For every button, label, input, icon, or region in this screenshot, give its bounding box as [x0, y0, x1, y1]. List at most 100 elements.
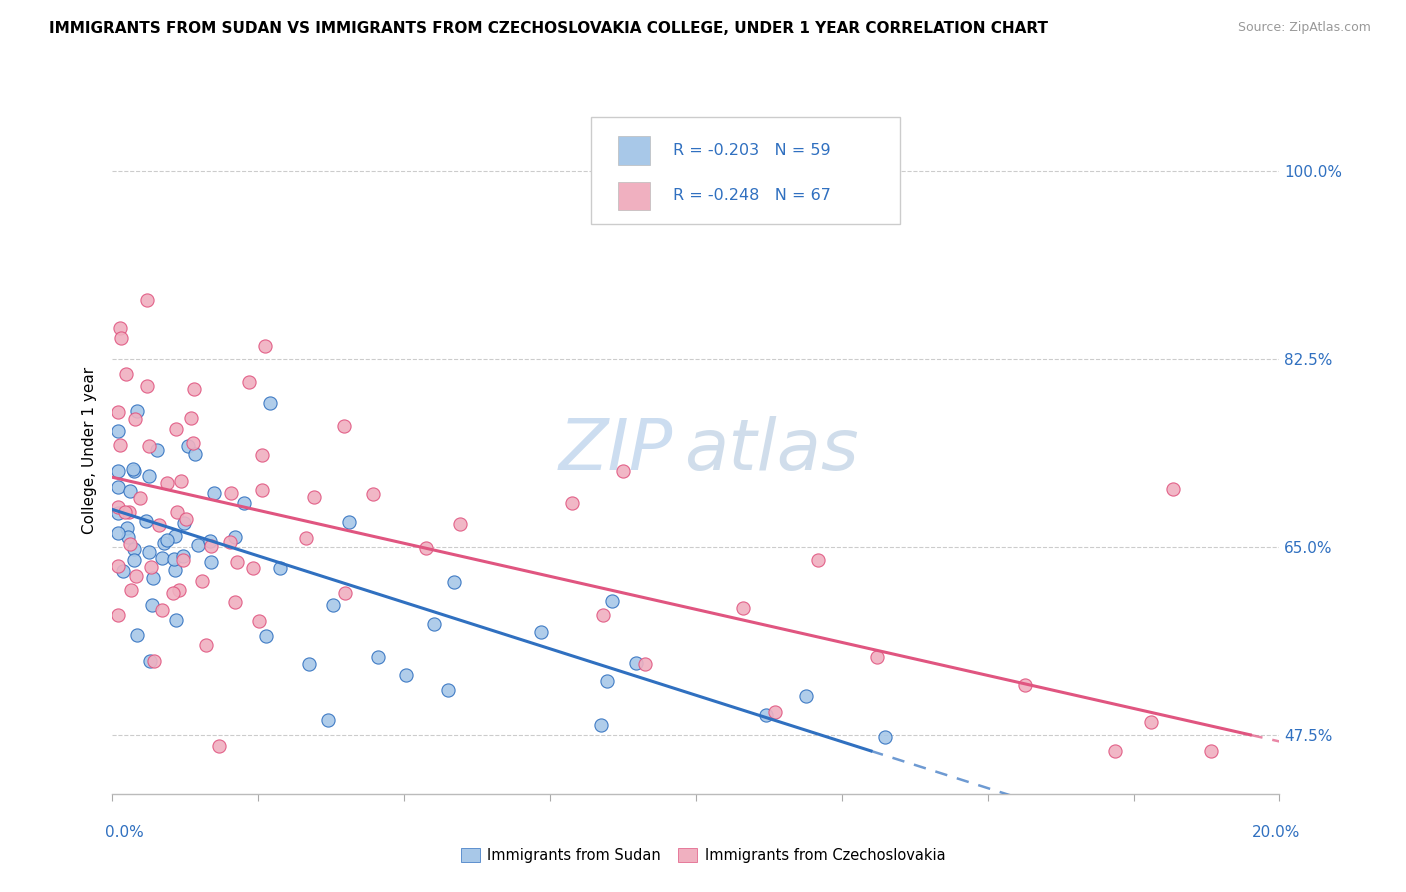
Point — [449, 516, 471, 531]
Point — [183, 382, 205, 396]
Point — [110, 321, 132, 335]
Point — [302, 490, 325, 504]
Point — [174, 511, 197, 525]
Point — [1140, 715, 1163, 730]
Point — [191, 574, 214, 589]
Point — [176, 439, 198, 453]
Point — [415, 541, 437, 556]
Point — [173, 549, 195, 563]
Legend: Immigrants from Sudan, Immigrants from Czechoslovakia: Immigrants from Sudan, Immigrants from C… — [456, 842, 950, 869]
Point — [333, 419, 356, 434]
Point — [184, 447, 207, 461]
Point — [247, 614, 270, 628]
Point — [339, 515, 361, 529]
Point — [146, 443, 169, 458]
Point — [218, 535, 240, 549]
Point — [114, 505, 136, 519]
Point — [111, 564, 134, 578]
Point — [155, 533, 177, 548]
Point — [225, 555, 247, 569]
Point — [107, 405, 129, 419]
Text: Source: ZipAtlas.com: Source: ZipAtlas.com — [1237, 21, 1371, 34]
Point — [1104, 744, 1126, 758]
Point — [180, 411, 202, 425]
FancyBboxPatch shape — [591, 118, 900, 224]
Point — [624, 656, 647, 670]
Text: 20.0%: 20.0% — [1253, 825, 1301, 840]
Point — [135, 379, 157, 393]
Point — [150, 603, 173, 617]
Point — [150, 550, 173, 565]
Point — [107, 608, 129, 623]
Point — [167, 583, 190, 598]
Point — [138, 545, 160, 559]
Point — [108, 438, 131, 452]
Point — [115, 368, 138, 382]
Point — [139, 654, 162, 668]
Text: atlas: atlas — [685, 416, 859, 485]
Point — [1161, 483, 1184, 497]
Point — [153, 536, 176, 550]
Point — [233, 496, 256, 510]
Point — [127, 628, 149, 642]
Point — [322, 599, 344, 613]
Point — [731, 601, 754, 615]
Point — [259, 396, 281, 410]
Point — [117, 530, 139, 544]
Point — [202, 485, 225, 500]
Point — [561, 496, 583, 510]
Text: IMMIGRANTS FROM SUDAN VS IMMIGRANTS FROM CZECHOSLOVAKIA COLLEGE, UNDER 1 YEAR CO: IMMIGRANTS FROM SUDAN VS IMMIGRANTS FROM… — [49, 21, 1049, 36]
Point — [361, 487, 384, 501]
Point — [107, 425, 129, 439]
Point — [367, 649, 389, 664]
Point — [107, 480, 129, 494]
Point — [187, 538, 209, 552]
Point — [125, 404, 148, 418]
Point — [118, 505, 141, 519]
Point — [316, 713, 339, 727]
Point — [238, 375, 260, 389]
Point — [165, 563, 187, 577]
Point — [110, 330, 132, 344]
Text: ZIP: ZIP — [558, 416, 672, 485]
Point — [269, 561, 291, 575]
Point — [755, 708, 778, 723]
Point — [122, 462, 145, 476]
Point — [600, 593, 623, 607]
Point — [139, 560, 162, 574]
Point — [107, 464, 129, 478]
Point — [122, 464, 145, 478]
Point — [118, 483, 141, 498]
Point — [200, 533, 222, 548]
Point — [423, 617, 446, 632]
Point — [250, 449, 273, 463]
Point — [298, 657, 321, 672]
Point — [122, 553, 145, 567]
Point — [118, 537, 141, 551]
Text: R = -0.248   N = 67: R = -0.248 N = 67 — [672, 188, 831, 203]
Point — [634, 657, 657, 671]
Point — [181, 436, 204, 450]
Point — [200, 539, 222, 553]
Point — [221, 486, 243, 500]
Point — [873, 730, 896, 744]
Point — [141, 598, 163, 612]
Point — [107, 525, 129, 540]
Point — [136, 293, 159, 308]
Point — [166, 505, 188, 519]
Point — [162, 586, 184, 600]
Point — [165, 422, 187, 436]
Point — [169, 474, 191, 488]
Point — [295, 531, 318, 545]
Point — [866, 650, 889, 665]
Point — [120, 583, 142, 598]
Point — [142, 571, 165, 585]
Point — [254, 339, 277, 353]
Point — [1199, 744, 1222, 758]
Point — [224, 530, 246, 544]
Text: R = -0.203   N = 59: R = -0.203 N = 59 — [672, 143, 831, 158]
Point — [242, 561, 264, 575]
Point — [135, 514, 157, 528]
Point — [163, 552, 186, 566]
Point — [124, 411, 146, 425]
